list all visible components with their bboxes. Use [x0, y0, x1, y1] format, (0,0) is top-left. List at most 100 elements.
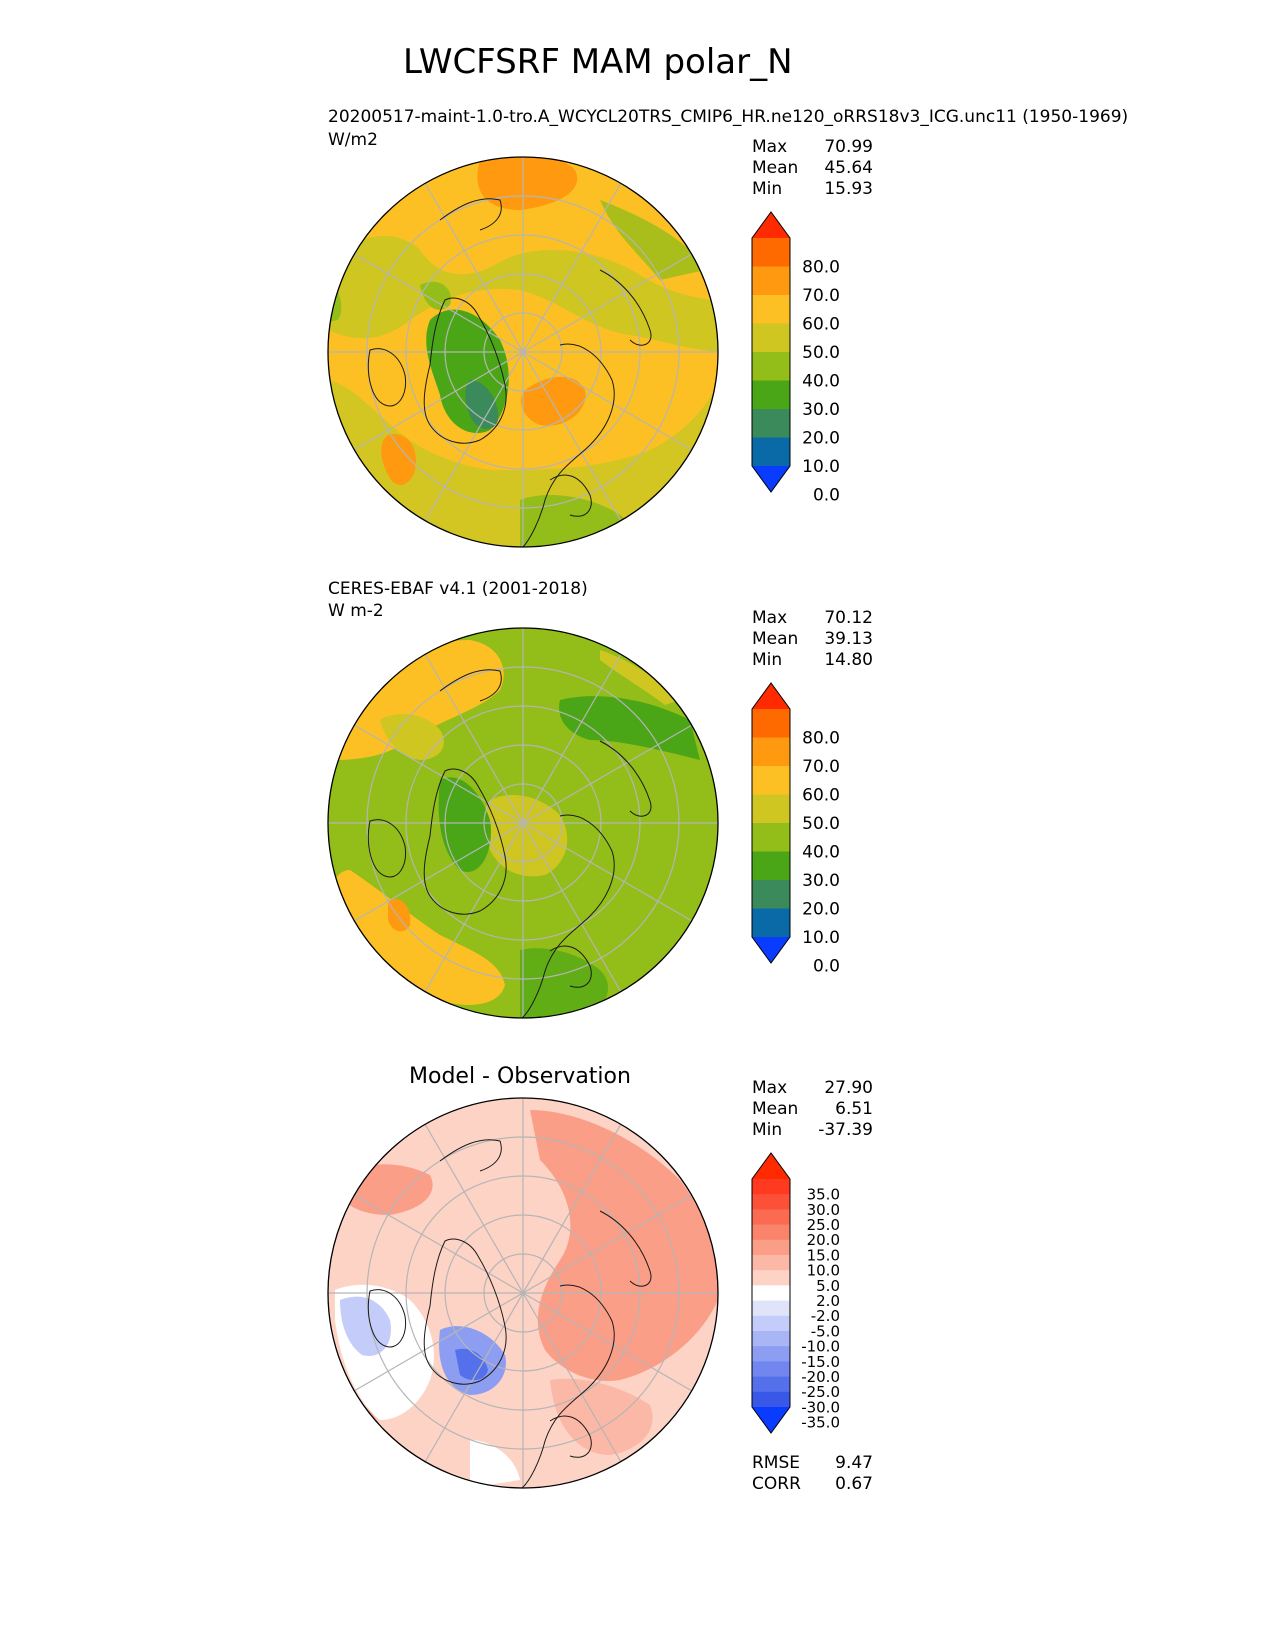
- colorbar-segment: [752, 409, 790, 438]
- stat-max-value: 27.90: [824, 1078, 873, 1098]
- stat-mean-label: Mean: [752, 158, 799, 178]
- panel3-stats: Max 27.90 Mean 6.51 Min -37.39: [752, 1078, 873, 1144]
- map-border-1: [327, 156, 719, 548]
- colorbar-tick-label: 70.0: [802, 757, 840, 777]
- colorbar-tick-label: -35.0: [801, 1414, 840, 1432]
- colorbar-tick-label: 0.0: [813, 486, 840, 506]
- stat-mean-value: 45.64: [824, 158, 873, 178]
- colorbar-segment: [752, 1331, 790, 1347]
- colorbar-segment: [752, 1270, 790, 1286]
- stat-min-label: Min: [752, 650, 783, 670]
- colorbar-tick-label: 50.0: [802, 814, 840, 834]
- panel1-units: W/m2: [328, 130, 378, 150]
- graticule-panel-2: [328, 628, 718, 1018]
- colorbar-extend-max: [752, 212, 790, 238]
- colorbar-segment: [752, 266, 790, 296]
- colorbar-tick-label: 10.0: [802, 928, 840, 948]
- stat-min-value: 14.80: [824, 650, 873, 670]
- colorbar-tick-label: -30.0: [801, 1398, 840, 1416]
- colorbar-tick-label: -10.0: [801, 1338, 840, 1356]
- colorbar-segment: [752, 1255, 790, 1271]
- colorbar-outline: [751, 211, 791, 493]
- colorbar-tick-label: 80.0: [802, 258, 840, 278]
- colorbar-panel-2: 80.0 70.0 60.0 50.0 40.0 30.0 20.0 10.0 0.0: [751, 682, 840, 977]
- colorbar-segment: [752, 1315, 790, 1332]
- colorbar-outline: [751, 682, 791, 964]
- colorbar-tick-label: 10.0: [807, 1262, 840, 1280]
- colorbar-panel-3: 35.030.025.020.015.010.05.02.0-2.0-5.0-1…: [751, 1152, 840, 1434]
- colorbar-extend-min: [752, 937, 790, 963]
- colorbar-extend-max: [752, 1153, 790, 1179]
- graticule-panel-1: [328, 157, 718, 547]
- colorbar-segment: [752, 1346, 790, 1362]
- colorbar-segment: [752, 766, 790, 795]
- panel1-stats: Max 70.99 Mean 45.64 Min 15.93: [752, 137, 873, 203]
- colorbar-segment: [752, 323, 790, 353]
- panel3-title: Model - Observation: [409, 1064, 631, 1089]
- stat-max-value: 70.99: [824, 137, 873, 157]
- colorbar-tick-label: -5.0: [811, 1322, 840, 1340]
- colorbar-outline: [751, 1152, 791, 1434]
- stat-mean-value: 39.13: [824, 629, 873, 649]
- colorbar-tick-label: 30.0: [802, 871, 840, 891]
- colorbar-segment: [752, 794, 790, 824]
- graticule-panel-3: [328, 1098, 718, 1488]
- colorbar-tick-label: -20.0: [801, 1368, 840, 1386]
- colorbar-segment: [752, 1361, 790, 1378]
- colorbar-tick-label: 0.0: [813, 957, 840, 977]
- colorbar-segment: [752, 880, 790, 909]
- colorbar-tick-label: 50.0: [802, 343, 840, 363]
- colorbar-tick-label: 10.0: [802, 457, 840, 477]
- colorbar-segment: [752, 709, 790, 738]
- corr-label: CORR: [752, 1474, 801, 1494]
- panel2-stats: Max 70.12 Mean 39.13 Min 14.80: [752, 608, 873, 674]
- colorbar-extend-min: [752, 466, 790, 492]
- panel1-title: 20200517-maint-1.0-tro.A_WCYCL20TRS_CMIP…: [328, 107, 1129, 127]
- colorbar-segment: [752, 1285, 790, 1302]
- colorbar-segment: [752, 1194, 790, 1210]
- colorbar-tick-label: 30.0: [807, 1201, 840, 1219]
- colorbar-segment: [752, 437, 790, 467]
- stat-min-value: 15.93: [824, 179, 873, 199]
- colorbar-segment: [752, 1209, 790, 1226]
- colorbar-segment: [752, 1224, 790, 1241]
- colorbar-segment: [752, 1300, 790, 1317]
- colorbar-tick-label: 35.0: [807, 1186, 840, 1204]
- stat-min-value: -37.39: [818, 1120, 873, 1140]
- panel2-title: CERES-EBAF v4.1 (2001-2018): [328, 579, 588, 599]
- figure-title: LWCFSRF MAM polar_N: [403, 42, 793, 82]
- colorbar-tick-label: 15.0: [807, 1246, 840, 1264]
- stat-min-label: Min: [752, 1120, 783, 1140]
- colorbar-extend-min: [752, 1407, 790, 1433]
- colorbar-tick-label: -2.0: [811, 1307, 840, 1325]
- stat-min-label: Min: [752, 179, 783, 199]
- colorbar-tick-label: 20.0: [802, 429, 840, 449]
- colorbar-segment: [752, 352, 790, 381]
- stat-max-label: Max: [752, 1078, 788, 1098]
- colorbar-segment: [752, 295, 790, 324]
- stat-mean-value: 6.51: [835, 1099, 873, 1119]
- stat-max-value: 70.12: [824, 608, 873, 628]
- map-border-2: [327, 627, 719, 1019]
- stat-max-label: Max: [752, 608, 788, 628]
- colorbar-segment: [752, 823, 790, 852]
- colorbar-tick-label: -15.0: [801, 1353, 840, 1371]
- colorbar-segment: [752, 1391, 790, 1408]
- rmse-value: 9.47: [835, 1453, 873, 1473]
- colorbar-tick-label: 40.0: [802, 372, 840, 392]
- rmse-label: RMSE: [752, 1453, 801, 1473]
- panel3-metrics: RMSE 9.47 CORR 0.67: [752, 1453, 873, 1497]
- colorbar-extend-max: [752, 683, 790, 709]
- colorbar-tick-label: 20.0: [802, 900, 840, 920]
- colorbar-segment: [752, 1239, 790, 1256]
- corr-value: 0.67: [835, 1474, 873, 1494]
- colorbar-tick-label: 25.0: [807, 1216, 840, 1234]
- colorbar-tick-label: 5.0: [816, 1277, 840, 1295]
- colorbar-tick-label: -25.0: [801, 1383, 840, 1401]
- colorbar-tick-label: 20.0: [807, 1231, 840, 1249]
- colorbar-tick-label: 30.0: [802, 400, 840, 420]
- coastlines-panel-2: [367, 669, 652, 1018]
- colorbar-segment: [752, 1179, 790, 1195]
- panel2-units: W m-2: [328, 601, 384, 621]
